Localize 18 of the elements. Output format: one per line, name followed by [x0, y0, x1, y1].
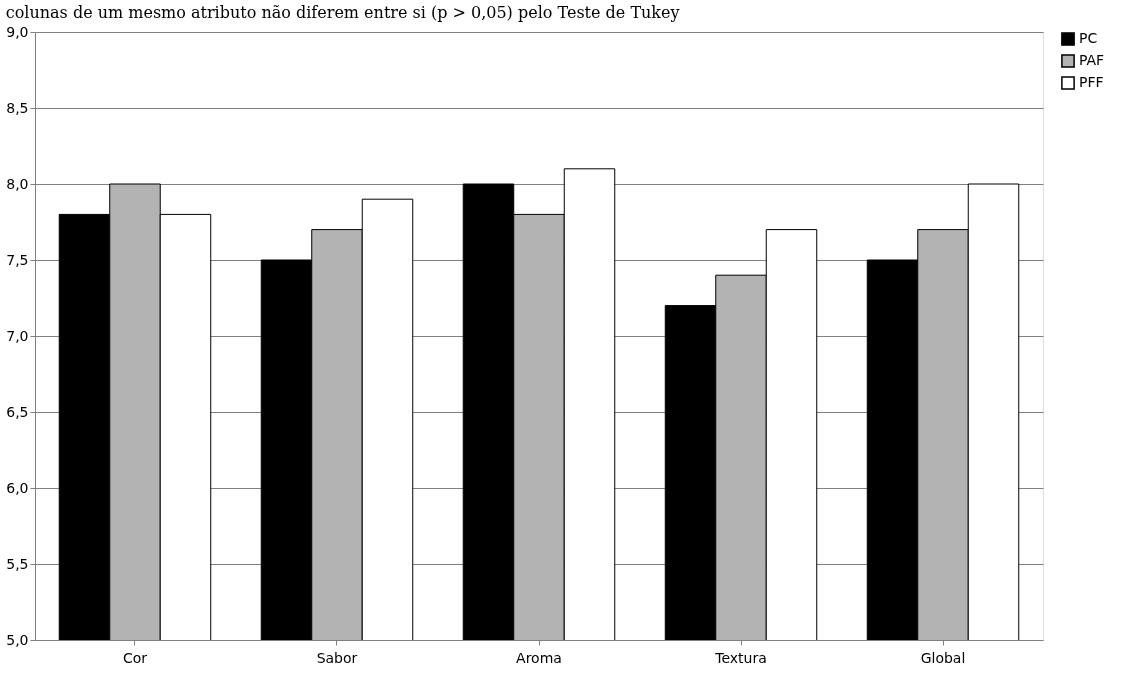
x-tick-label: Textura — [714, 649, 767, 666]
legend-label: PAF — [1079, 52, 1105, 68]
y-tick-label: 7,5 — [6, 251, 29, 268]
y-tick-label: 6,0 — [6, 479, 29, 496]
legend-label: PC — [1079, 30, 1098, 46]
x-tick-label: Cor — [122, 649, 148, 666]
text: colunas de um mesmo atributo não diferem entre si (p > 0,05) pelo Teste de Tukey — [5, 3, 680, 22]
y-tick-label: 7,0 — [6, 327, 29, 344]
y-tick-label: 8,0 — [6, 175, 29, 192]
x-tick-label: Sabor — [316, 649, 358, 666]
y-tick-label: 6,5 — [6, 403, 29, 420]
y-tick-label: 5,5 — [6, 555, 29, 572]
legend-label: PFF — [1079, 74, 1104, 90]
x-tick-label: Aroma — [516, 649, 562, 666]
y-tick-label: 5,0 — [6, 631, 29, 648]
y-tick-label: 8,5 — [6, 99, 29, 116]
x-tick-label: Global — [920, 649, 966, 666]
y-tick-label: 9,0 — [6, 23, 29, 40]
